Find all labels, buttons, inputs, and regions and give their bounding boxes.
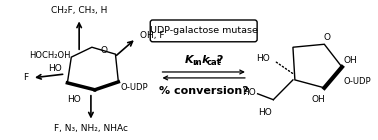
FancyBboxPatch shape xyxy=(150,20,257,42)
Text: K: K xyxy=(185,55,194,65)
Text: HO: HO xyxy=(242,88,256,97)
Text: O-UDP: O-UDP xyxy=(120,83,148,92)
Text: CH₂F, CH₃, H: CH₂F, CH₃, H xyxy=(51,6,107,15)
Text: , k: , k xyxy=(194,55,209,65)
Text: m: m xyxy=(192,58,201,67)
Text: O: O xyxy=(324,33,331,42)
Text: UDP-galactose mutase: UDP-galactose mutase xyxy=(150,26,258,35)
Text: OH: OH xyxy=(311,95,325,104)
Text: HO: HO xyxy=(48,64,62,73)
Text: HO: HO xyxy=(67,95,81,104)
Text: F, N₃, NH₂, NHAc: F, N₃, NH₂, NHAc xyxy=(54,124,128,133)
Text: ?: ? xyxy=(217,55,223,65)
Text: OH: OH xyxy=(344,56,358,65)
Text: O: O xyxy=(100,46,107,55)
Text: cat: cat xyxy=(207,58,222,67)
Text: HOCH₂OH: HOCH₂OH xyxy=(29,51,70,60)
Text: HO: HO xyxy=(259,108,272,117)
Text: F: F xyxy=(23,73,28,82)
Text: OH, F: OH, F xyxy=(140,31,164,40)
Text: O-UDP: O-UDP xyxy=(344,77,372,86)
Text: HO: HO xyxy=(256,54,270,63)
Text: % conversion?: % conversion? xyxy=(159,86,249,96)
